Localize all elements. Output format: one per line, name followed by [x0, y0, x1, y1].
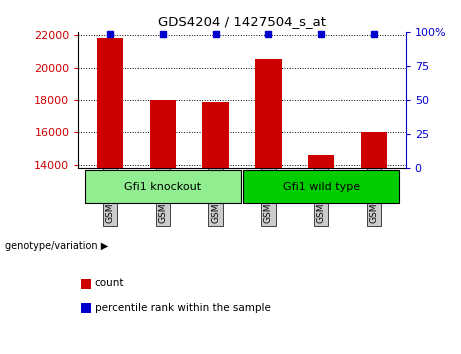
Bar — [97, 38, 123, 168]
FancyBboxPatch shape — [85, 170, 241, 204]
Text: percentile rank within the sample: percentile rank within the sample — [95, 303, 271, 313]
Bar — [150, 100, 176, 168]
FancyBboxPatch shape — [243, 170, 399, 204]
Text: genotype/variation ▶: genotype/variation ▶ — [5, 241, 108, 251]
Text: Gfi1 knockout: Gfi1 knockout — [124, 182, 201, 192]
Text: Gfi1 wild type: Gfi1 wild type — [283, 182, 360, 192]
Bar — [361, 132, 387, 168]
Bar — [255, 59, 282, 168]
Bar — [308, 155, 334, 168]
Title: GDS4204 / 1427504_s_at: GDS4204 / 1427504_s_at — [158, 15, 326, 28]
Text: count: count — [95, 278, 124, 288]
Bar — [202, 102, 229, 168]
